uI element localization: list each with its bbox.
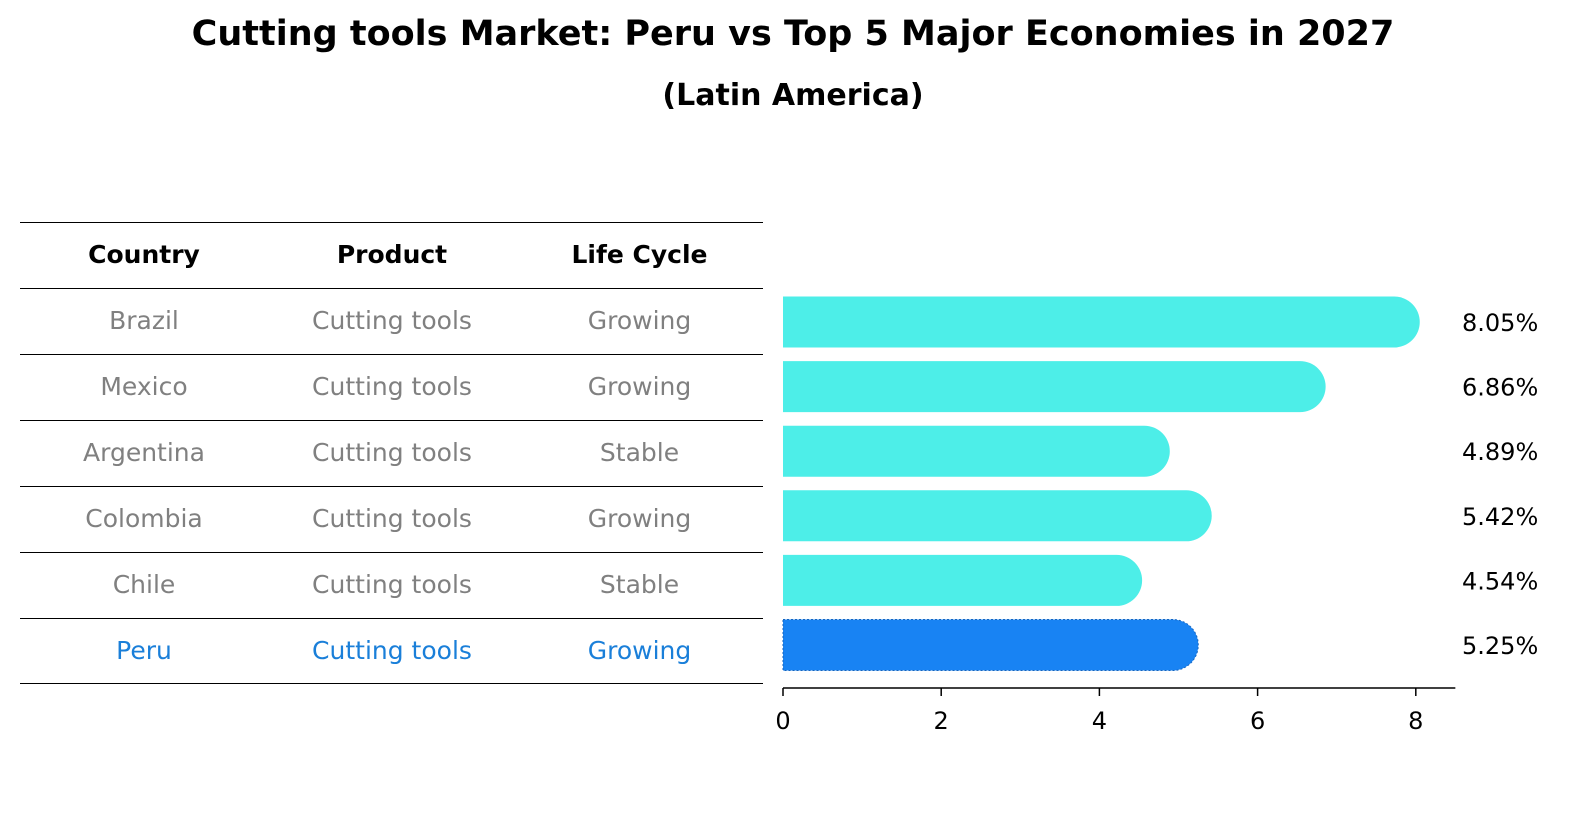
table-row: Argentina Cutting tools Stable — [20, 420, 763, 486]
table-row: Colombia Cutting tools Growing — [20, 486, 763, 552]
cell-country: Argentina — [83, 438, 205, 467]
header-product: Product — [336, 240, 448, 269]
header-country: Country — [88, 240, 200, 269]
cell-product: Cutting tools — [312, 504, 472, 533]
cell-life-cycle: Growing — [587, 504, 692, 533]
bar-peru — [782, 619, 1199, 671]
cell-product: Cutting tools — [312, 306, 472, 335]
cell-country: Peru — [116, 636, 172, 665]
x-tick-label: 8 — [1408, 707, 1423, 735]
cell-country: Colombia — [85, 504, 203, 533]
table-row: Brazil Cutting tools Growing — [20, 288, 763, 354]
cell-product: Cutting tools — [312, 570, 472, 599]
bar-mexico — [783, 361, 1326, 413]
data-label: 5.42% — [1462, 503, 1538, 531]
x-tick-label: 0 — [775, 707, 790, 735]
x-tick-label: 2 — [934, 707, 949, 735]
bar-chile — [783, 554, 1143, 606]
cell-life-cycle: Stable — [599, 438, 680, 467]
x-tick-label: 6 — [1250, 707, 1265, 735]
cell-life-cycle: Growing — [587, 372, 692, 401]
bar-argentina — [783, 425, 1170, 477]
data-label: 4.89% — [1462, 438, 1538, 466]
data-label: 5.25% — [1462, 632, 1538, 660]
cell-product: Cutting tools — [312, 372, 472, 401]
table-header-row: Country Product Life Cycle — [20, 222, 763, 288]
cell-life-cycle: Growing — [587, 636, 692, 665]
data-label: 4.54% — [1462, 567, 1538, 595]
cell-country: Brazil — [109, 306, 179, 335]
bar-brazil — [783, 296, 1420, 348]
cell-country: Chile — [112, 570, 176, 599]
table-row: Peru Cutting tools Growing — [20, 618, 763, 684]
cell-product: Cutting tools — [312, 438, 472, 467]
cell-product: Cutting tools — [312, 636, 472, 665]
data-table: Country Product Life Cycle Brazil Cuttin… — [20, 222, 763, 684]
x-tick-label: 4 — [1092, 707, 1107, 735]
cell-life-cycle: Stable — [599, 570, 680, 599]
table-row: Chile Cutting tools Stable — [20, 552, 763, 618]
data-label: 8.05% — [1462, 309, 1538, 337]
bar-colombia — [783, 490, 1212, 542]
cell-life-cycle: Growing — [587, 306, 692, 335]
chart-subtitle: (Latin America) — [662, 78, 924, 113]
header-life-cycle: Life Cycle — [571, 240, 708, 269]
table-row: Mexico Cutting tools Growing — [20, 354, 763, 420]
data-label: 6.86% — [1462, 374, 1538, 402]
cell-country: Mexico — [100, 372, 188, 401]
chart-title: Cutting tools Market: Peru vs Top 5 Majo… — [191, 14, 1395, 54]
